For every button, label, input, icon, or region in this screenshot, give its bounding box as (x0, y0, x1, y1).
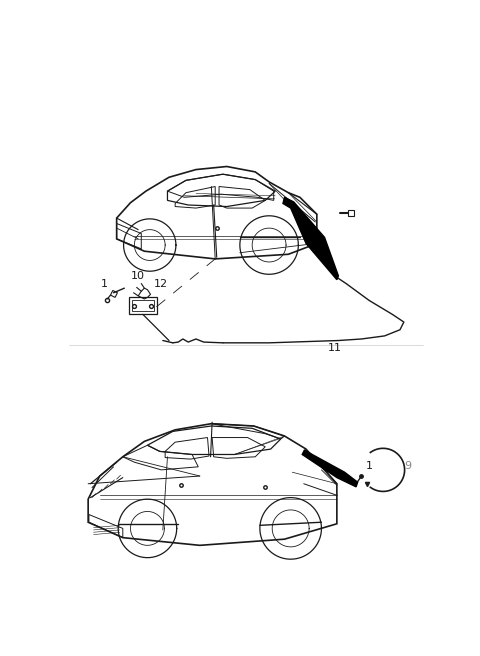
Text: 1: 1 (101, 279, 108, 289)
Polygon shape (283, 197, 338, 279)
Text: 10: 10 (131, 271, 145, 281)
Polygon shape (302, 450, 358, 487)
Text: 1: 1 (366, 461, 372, 471)
Text: 11: 11 (327, 343, 342, 353)
Text: 12: 12 (154, 279, 168, 289)
Text: 9: 9 (404, 461, 411, 471)
